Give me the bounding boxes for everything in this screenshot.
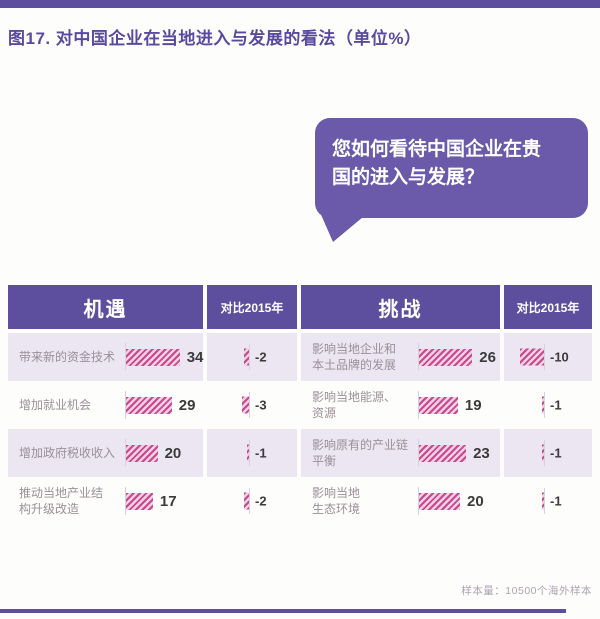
delta-axis	[544, 440, 545, 466]
opportunity-label: 推动当地产业结 构升级改造	[19, 485, 104, 516]
table-row: 带来新的资金技术 34 -2 影响当地企业和 本土品牌的发展 26	[8, 333, 592, 381]
opportunity-label: 增加就业机会	[19, 397, 92, 412]
delta-axis	[544, 344, 545, 370]
table-row: 增加政府税收收入 20 -1 影响原有的产业链 平衡 23	[8, 429, 592, 477]
opportunity-cell: 推动当地产业结 构升级改造 17	[8, 477, 203, 525]
delta-bar	[244, 348, 249, 366]
delta-axis	[249, 392, 250, 418]
delta-value: -1	[550, 493, 562, 509]
bar-axis	[125, 439, 126, 467]
comparison-table: 机遇 对比2015年 挑战 对比2015年 带来新的资金技术 34 -2 影响当…	[8, 285, 592, 525]
bar-axis	[418, 391, 419, 419]
header-vs2015-left: 对比2015年	[207, 285, 297, 329]
opportunity-label: 带来新的资金技术	[19, 349, 116, 364]
delta-value: -10	[550, 349, 569, 365]
bar-axis	[125, 487, 126, 515]
challenge-value: 26	[479, 348, 496, 366]
challenge-label: 影响当地企业和 本土品牌的发展	[312, 341, 397, 372]
challenge-label: 影响当地 生态环境	[312, 485, 361, 516]
delta-axis	[249, 440, 250, 466]
challenge-delta-cell: -1	[504, 381, 592, 429]
challenge-bar	[419, 444, 467, 462]
delta-bar	[246, 444, 249, 462]
challenge-delta-cell: -1	[504, 429, 592, 477]
opportunity-label: 增加政府税收收入	[19, 445, 116, 460]
challenge-cell: 影响当地 生态环境 20	[301, 477, 500, 525]
challenge-bar	[419, 492, 460, 510]
bar-axis	[125, 343, 126, 371]
challenge-delta-cell: -10	[504, 333, 592, 381]
opportunity-cell: 增加政府税收收入 20	[8, 429, 203, 477]
challenge-delta-cell: -1	[504, 477, 592, 525]
delta-bar	[541, 492, 544, 510]
table-row: 增加就业机会 29 -3 影响当地能源、 资源 19	[8, 381, 592, 429]
opportunity-value: 17	[159, 492, 177, 510]
delta-value: -2	[255, 493, 267, 509]
table-header-row: 机遇 对比2015年 挑战 对比2015年	[8, 285, 592, 329]
challenge-cell: 影响原有的产业链 平衡 23	[301, 429, 500, 477]
sample-size-note: 样本量：10500个海外样本	[461, 585, 592, 597]
bar-axis	[125, 391, 126, 419]
opportunity-delta-cell: -1	[207, 429, 297, 477]
speech-bubble: 您如何看待中国企业在贵 国的进入与发展？	[315, 118, 588, 218]
challenge-cell: 影响当地企业和 本土品牌的发展 26	[301, 333, 500, 381]
header-opportunities: 机遇	[8, 285, 203, 329]
bar-axis	[418, 487, 419, 515]
delta-bar	[520, 348, 544, 366]
survey-question: 您如何看待中国企业在贵 国的进入与发展？	[332, 139, 542, 188]
delta-value: -1	[550, 397, 562, 413]
opportunity-value: 20	[164, 444, 182, 462]
opportunity-bar	[126, 444, 158, 462]
delta-bar	[241, 396, 249, 414]
challenge-value: 19	[464, 396, 482, 414]
delta-bar	[541, 444, 544, 462]
challenge-value: 20	[467, 492, 484, 510]
delta-axis	[544, 488, 545, 514]
opportunity-delta-cell: -2	[207, 333, 297, 381]
challenge-value: 23	[473, 444, 490, 462]
challenge-label: 影响当地能源、 资源	[312, 389, 397, 420]
opportunity-delta-cell: -2	[207, 477, 297, 525]
bar-axis	[418, 439, 419, 467]
table-row: 推动当地产业结 构升级改造 17 -2 影响当地 生态环境 20	[8, 477, 592, 525]
delta-value: -1	[550, 445, 562, 461]
delta-axis	[249, 488, 250, 514]
opportunity-bar	[126, 348, 180, 366]
challenge-cell: 影响当地能源、 资源 19	[301, 381, 500, 429]
challenge-label: 影响原有的产业链 平衡	[312, 437, 409, 468]
header-challenges: 挑战	[301, 285, 500, 329]
delta-axis	[544, 392, 545, 418]
delta-bar	[244, 492, 249, 510]
delta-bar	[541, 396, 544, 414]
opportunity-value: 34	[186, 348, 204, 366]
opportunity-value: 29	[178, 396, 196, 414]
opportunity-cell: 增加就业机会 29	[8, 381, 203, 429]
delta-value: -3	[255, 397, 267, 413]
opportunity-bar	[126, 396, 172, 414]
header-vs2015-right: 对比2015年	[504, 285, 592, 329]
bottom-accent-line	[0, 609, 566, 613]
challenge-bar	[419, 348, 473, 366]
delta-value: -1	[255, 445, 267, 461]
delta-value: -2	[255, 349, 267, 365]
opportunity-delta-cell: -3	[207, 381, 297, 429]
delta-axis	[249, 344, 250, 370]
challenge-bar	[419, 396, 458, 414]
top-accent-bar	[0, 0, 600, 8]
bar-axis	[418, 343, 419, 371]
opportunity-cell: 带来新的资金技术 34	[8, 333, 203, 381]
figure-title: 图17. 对中国企业在当地进入与发展的看法（单位%）	[8, 29, 422, 48]
speech-bubble-tail	[319, 210, 363, 242]
opportunity-bar	[126, 492, 153, 510]
